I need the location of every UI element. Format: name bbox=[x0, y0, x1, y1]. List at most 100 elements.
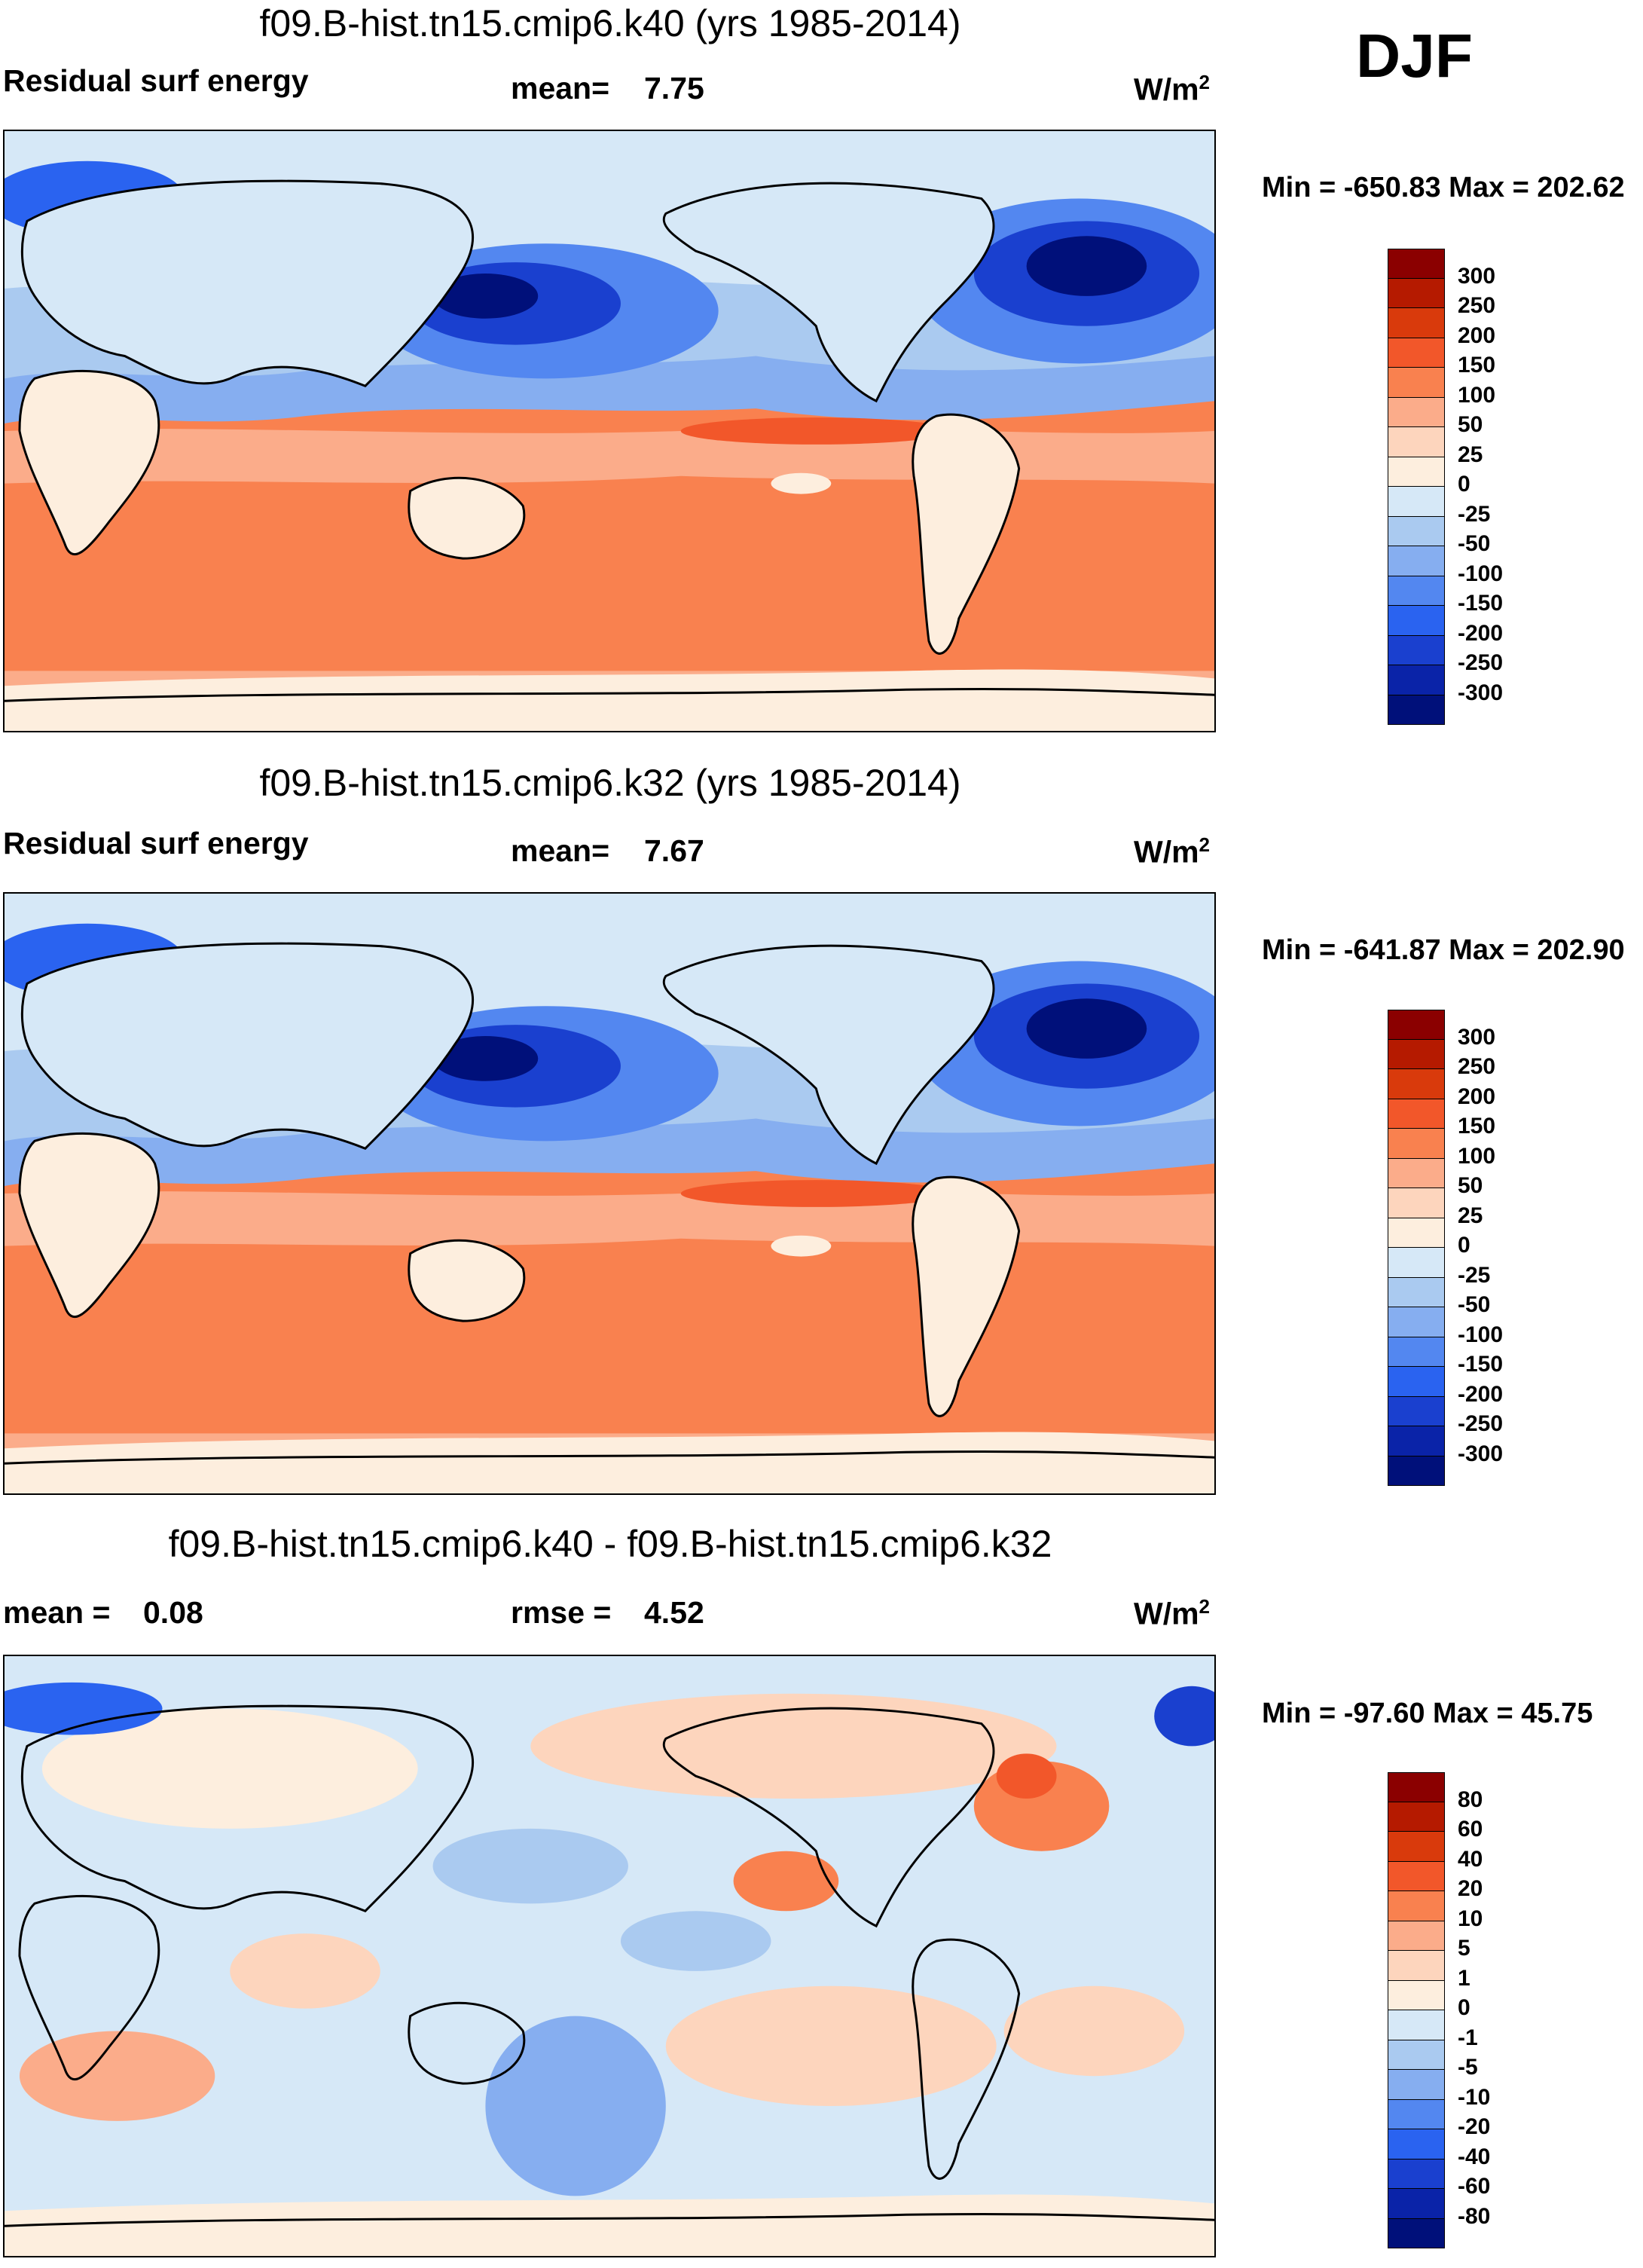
colorbar-label: 100 bbox=[1458, 1143, 1496, 1169]
colorbar-label: 25 bbox=[1458, 1203, 1483, 1228]
colorbar-label: 300 bbox=[1458, 1024, 1496, 1050]
colorbar-swatch bbox=[1388, 308, 1445, 338]
colorbar-swatch bbox=[1388, 368, 1445, 398]
colorbar-label: 50 bbox=[1458, 1173, 1483, 1198]
panel2-title: f09.B-hist.tn15.cmip6.k32 (yrs 1985-2014… bbox=[259, 762, 961, 804]
colorbar-label: 5 bbox=[1458, 1936, 1470, 1961]
colorbar-swatch bbox=[1388, 2070, 1445, 2100]
colorbar-label: 250 bbox=[1458, 1054, 1496, 1079]
colorbar-swatch bbox=[1388, 1426, 1445, 1456]
colorbar-swatch bbox=[1388, 1129, 1445, 1159]
colorbar-swatch bbox=[1388, 487, 1445, 517]
colorbar-swatch bbox=[1388, 1861, 1445, 1891]
colorbar-label: 250 bbox=[1458, 293, 1496, 318]
colorbar-swatch bbox=[1388, 249, 1445, 279]
colorbar-swatch bbox=[1388, 1010, 1445, 1040]
colorbar-label: 100 bbox=[1458, 382, 1496, 408]
colorbar-swatch bbox=[1388, 2129, 1445, 2159]
colorbar-swatch bbox=[1388, 1158, 1445, 1188]
colorbar-swatch bbox=[1388, 1802, 1445, 1832]
colorbar-label: 20 bbox=[1458, 1876, 1483, 1901]
colorbar-label: 80 bbox=[1458, 1787, 1483, 1812]
panel3-units: W/m2 bbox=[1134, 1595, 1211, 1631]
colorbar-swatch bbox=[1388, 1921, 1445, 1951]
colorbar-label: -10 bbox=[1458, 2084, 1491, 2110]
panel2-map bbox=[3, 892, 1216, 1495]
colorbar-label: -200 bbox=[1458, 620, 1504, 646]
colorbar-label: 150 bbox=[1458, 353, 1496, 377]
colorbar-swatch bbox=[1388, 1039, 1445, 1069]
colorbar-swatch bbox=[1388, 1248, 1445, 1278]
panel3-rmse-label: rmse = bbox=[511, 1595, 612, 1630]
colorbar-swatch bbox=[1388, 695, 1445, 725]
colorbar-swatch bbox=[1388, 516, 1445, 546]
colorbar-label: -250 bbox=[1458, 1411, 1504, 1436]
panel3-min-max: Min = -97.60 Max = 45.75 bbox=[1262, 1698, 1593, 1729]
colorbar-label: 150 bbox=[1458, 1114, 1496, 1139]
colorbar-label: -20 bbox=[1458, 2114, 1491, 2139]
colorbar-swatch bbox=[1388, 397, 1445, 427]
panel1-map bbox=[3, 130, 1216, 732]
panel1-field-label: Residual surf energy bbox=[3, 63, 309, 98]
panel1-mean-label: mean= bbox=[511, 71, 610, 105]
colorbar-label: 200 bbox=[1458, 1084, 1496, 1109]
colorbar-label: -150 bbox=[1458, 591, 1504, 616]
colorbar-label: 1 bbox=[1458, 1965, 1470, 1991]
colorbar-label: 25 bbox=[1458, 442, 1483, 467]
colorbar-swatch bbox=[1388, 1307, 1445, 1337]
colorbar-label: -250 bbox=[1458, 650, 1504, 675]
colorbar-label: -1 bbox=[1458, 2025, 1478, 2050]
colorbar-swatch bbox=[1388, 1069, 1445, 1099]
panel3-colorbar bbox=[1388, 1772, 1445, 2248]
colorbar-label: -25 bbox=[1458, 1262, 1491, 1288]
colorbar-label: -150 bbox=[1458, 1352, 1504, 1377]
colorbar-label: -50 bbox=[1458, 1292, 1491, 1317]
panel2-mean-label: mean= bbox=[511, 833, 610, 868]
colorbar-swatch bbox=[1388, 338, 1445, 368]
colorbar-label: -100 bbox=[1458, 561, 1504, 586]
colorbar-swatch bbox=[1388, 2189, 1445, 2219]
colorbar-label: 0 bbox=[1458, 1995, 1470, 2020]
colorbar-swatch bbox=[1388, 1456, 1445, 1486]
colorbar-swatch bbox=[1388, 1367, 1445, 1397]
colorbar-label: 300 bbox=[1458, 263, 1496, 289]
colorbar-label: -300 bbox=[1458, 1441, 1504, 1466]
panel1-title: f09.B-hist.tn15.cmip6.k40 (yrs 1985-2014… bbox=[259, 2, 961, 44]
colorbar-swatch bbox=[1388, 1277, 1445, 1307]
colorbar-label: -300 bbox=[1458, 680, 1504, 705]
panel3-map bbox=[3, 1655, 1216, 2257]
colorbar-label: 40 bbox=[1458, 1846, 1483, 1872]
colorbar-label: -200 bbox=[1458, 1381, 1504, 1407]
colorbar-label: 200 bbox=[1458, 322, 1496, 348]
panel3-mean-value: 0.08 bbox=[143, 1595, 203, 1630]
colorbar-swatch bbox=[1388, 546, 1445, 576]
panel2-min-max: Min = -641.87 Max = 202.90 bbox=[1262, 934, 1625, 966]
colorbar-label: 60 bbox=[1458, 1817, 1483, 1842]
panel3-rmse-value: 4.52 bbox=[644, 1595, 704, 1630]
colorbar-swatch bbox=[1388, 2099, 1445, 2129]
colorbar-label: -100 bbox=[1458, 1322, 1504, 1347]
colorbar-swatch bbox=[1388, 278, 1445, 308]
colorbar-swatch bbox=[1388, 1396, 1445, 1426]
colorbar-label: -25 bbox=[1458, 501, 1491, 527]
panel1-colorbar bbox=[1388, 249, 1445, 725]
colorbar-label: -50 bbox=[1458, 531, 1491, 556]
colorbar-swatch bbox=[1388, 1832, 1445, 1862]
colorbar-swatch bbox=[1388, 576, 1445, 606]
panel2-field-label: Residual surf energy bbox=[3, 826, 309, 860]
panel1-min-max: Min = -650.83 Max = 202.62 bbox=[1262, 172, 1625, 203]
panel2-colorbar bbox=[1388, 1010, 1445, 1486]
colorbar-label: -40 bbox=[1458, 2144, 1491, 2169]
colorbar-label: -60 bbox=[1458, 2174, 1491, 2199]
colorbar-swatch bbox=[1388, 606, 1445, 636]
season-label: DJF bbox=[1356, 22, 1473, 90]
colorbar-swatch bbox=[1388, 1337, 1445, 1367]
panel1-units: W/m2 bbox=[1134, 71, 1211, 107]
colorbar-swatch bbox=[1388, 2010, 1445, 2040]
colorbar-swatch bbox=[1388, 2040, 1445, 2070]
colorbar-swatch bbox=[1388, 2159, 1445, 2189]
colorbar-swatch bbox=[1388, 1188, 1445, 1218]
panel3-title: f09.B-hist.tn15.cmip6.k40 - f09.B-hist.t… bbox=[168, 1523, 1052, 1565]
colorbar-swatch bbox=[1388, 635, 1445, 665]
colorbar-label: 10 bbox=[1458, 1906, 1483, 1931]
